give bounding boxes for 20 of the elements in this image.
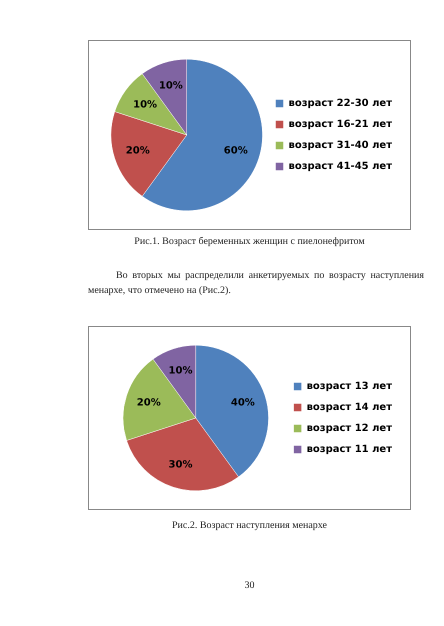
data-label: 20% [136, 397, 161, 408]
legend-label: возраст 41-45 лет [288, 161, 392, 172]
data-label: 40% [230, 397, 255, 408]
text: 30 [244, 580, 256, 591]
data-label: 60% [224, 146, 248, 157]
data-label: 10% [133, 99, 158, 110]
text: Рис.2. Возраст наступления менархе [170, 520, 328, 531]
legend-label: возраст 14 лет [306, 402, 392, 414]
data-label: 10% [158, 80, 183, 92]
text: Рис.1. Возраст беременных женщин с пиелонефритом [133, 236, 366, 247]
legend-label: возраст 16-21 лет [288, 119, 392, 130]
legend-label: возраст 12 лет [306, 423, 392, 434]
legend-label: возраст 31-40 лет [288, 140, 392, 152]
data-label: 10% [168, 366, 192, 377]
data-label: 30% [168, 460, 192, 471]
data-label: 20% [126, 146, 150, 157]
legend-label: возраст 11 лет [306, 444, 392, 456]
text: Во вторых мы распределили анкетируемых по возрасту наступления менархе, что отмечено на (Рис.2). [88, 269, 424, 298]
legend-label: возраст 22-30 лет [288, 98, 392, 110]
legend-label: возраст 13 лет [306, 381, 392, 392]
